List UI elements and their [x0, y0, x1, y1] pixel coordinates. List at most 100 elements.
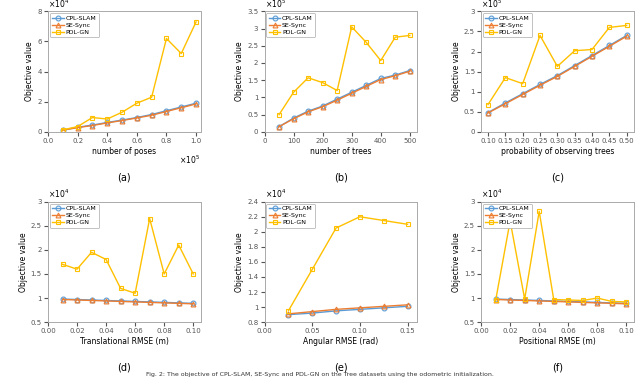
- PDL-GN: [332, 226, 340, 230]
- PDL-GN: [175, 243, 182, 247]
- CPL-SLAM: [406, 68, 413, 73]
- PDL-GN: [88, 250, 95, 255]
- SE-Sync: [506, 298, 514, 302]
- PDL-GN: [519, 81, 527, 86]
- Line: CPL-SLAM: CPL-SLAM: [60, 297, 196, 306]
- SE-Sync: [535, 299, 543, 303]
- CPL-SLAM: [189, 301, 197, 305]
- X-axis label: Positional RMSE (m): Positional RMSE (m): [519, 337, 596, 346]
- PDL-GN: [554, 64, 561, 69]
- CPL-SLAM: [285, 312, 292, 317]
- SE-Sync: [550, 299, 557, 304]
- CPL-SLAM: [535, 298, 543, 303]
- CPL-SLAM: [319, 104, 326, 108]
- CPL-SLAM: [550, 299, 557, 303]
- Text: $\times 10^{4}$: $\times 10^{4}$: [48, 188, 69, 200]
- CPL-SLAM: [392, 73, 399, 77]
- PDL-GN: [506, 219, 514, 223]
- PDL-GN: [192, 20, 200, 24]
- PDL-GN: [102, 257, 110, 262]
- SE-Sync: [332, 307, 340, 312]
- PDL-GN: [163, 36, 170, 41]
- CPL-SLAM: [623, 301, 630, 305]
- Line: PDL-GN: PDL-GN: [60, 19, 198, 132]
- CPL-SLAM: [333, 97, 341, 102]
- CPL-SLAM: [588, 53, 596, 58]
- Y-axis label: Objective value: Objective value: [452, 232, 461, 292]
- CPL-SLAM: [161, 300, 168, 305]
- SE-Sync: [146, 300, 154, 305]
- Title: (f): (f): [552, 362, 563, 372]
- CPL-SLAM: [554, 74, 561, 78]
- Text: $\times 10^{4}$: $\times 10^{4}$: [264, 188, 286, 200]
- Y-axis label: Objective value: Objective value: [19, 232, 28, 292]
- PDL-GN: [377, 58, 385, 63]
- Legend: CPL-SLAM, SE-Sync, PDL-GN: CPL-SLAM, SE-Sync, PDL-GN: [483, 13, 532, 38]
- SE-Sync: [380, 304, 388, 309]
- Y-axis label: Objective value: Objective value: [452, 42, 461, 102]
- Line: CPL-SLAM: CPL-SLAM: [60, 101, 198, 132]
- CPL-SLAM: [131, 299, 139, 304]
- CPL-SLAM: [133, 115, 141, 120]
- SE-Sync: [623, 302, 630, 306]
- Line: SE-Sync: SE-Sync: [276, 69, 412, 129]
- SE-Sync: [519, 92, 527, 97]
- SE-Sync: [74, 125, 81, 130]
- PDL-GN: [579, 298, 587, 303]
- CPL-SLAM: [88, 298, 95, 302]
- PDL-GN: [484, 102, 492, 107]
- PDL-GN: [348, 25, 356, 29]
- SE-Sync: [192, 102, 200, 106]
- SE-Sync: [88, 123, 96, 128]
- CPL-SLAM: [380, 305, 388, 310]
- Text: $\times 10^{5}$: $\times 10^{5}$: [179, 153, 200, 166]
- CPL-SLAM: [59, 128, 67, 132]
- SE-Sync: [377, 77, 385, 82]
- X-axis label: probability of observing trees: probability of observing trees: [500, 147, 614, 156]
- CPL-SLAM: [88, 123, 96, 127]
- Y-axis label: Objective value: Objective value: [236, 42, 244, 102]
- Line: CPL-SLAM: CPL-SLAM: [493, 297, 628, 306]
- SE-Sync: [484, 111, 492, 115]
- PDL-GN: [118, 110, 126, 114]
- PDL-GN: [392, 35, 399, 39]
- PDL-GN: [285, 309, 292, 313]
- SE-Sync: [102, 299, 110, 303]
- CPL-SLAM: [492, 297, 499, 301]
- PDL-GN: [404, 222, 412, 227]
- Text: Fig. 2: The objective of CPL-SLAM, SE-Sync and PDL-GN on the Tree datasets using: Fig. 2: The objective of CPL-SLAM, SE-Sy…: [146, 372, 494, 377]
- Y-axis label: Objective value: Objective value: [236, 232, 244, 292]
- CPL-SLAM: [519, 91, 527, 96]
- SE-Sync: [308, 309, 316, 314]
- CPL-SLAM: [362, 83, 370, 88]
- PDL-GN: [536, 33, 544, 38]
- CPL-SLAM: [404, 304, 412, 309]
- SE-Sync: [88, 298, 95, 303]
- SE-Sync: [148, 113, 156, 117]
- Title: (c): (c): [551, 172, 564, 182]
- SE-Sync: [59, 128, 67, 132]
- X-axis label: number of trees: number of trees: [310, 147, 372, 156]
- CPL-SLAM: [608, 301, 616, 305]
- PDL-GN: [161, 272, 168, 276]
- CPL-SLAM: [59, 297, 67, 301]
- PDL-GN: [133, 101, 141, 105]
- PDL-GN: [492, 298, 499, 303]
- Title: (e): (e): [334, 362, 348, 372]
- SE-Sync: [285, 312, 292, 316]
- Title: (d): (d): [117, 362, 131, 372]
- X-axis label: Translational RMSE (m): Translational RMSE (m): [80, 337, 169, 346]
- CPL-SLAM: [304, 109, 312, 113]
- SE-Sync: [73, 298, 81, 302]
- SE-Sync: [275, 124, 283, 129]
- SE-Sync: [290, 116, 298, 121]
- PDL-GN: [623, 300, 630, 304]
- Text: $\times 10^{4}$: $\times 10^{4}$: [48, 0, 69, 10]
- PDL-GN: [290, 90, 298, 94]
- Line: SE-Sync: SE-Sync: [60, 102, 198, 133]
- PDL-GN: [73, 267, 81, 271]
- CPL-SLAM: [177, 105, 185, 109]
- Text: $\times 10^{4}$: $\times 10^{4}$: [481, 188, 502, 200]
- Legend: CPL-SLAM, SE-Sync, PDL-GN: CPL-SLAM, SE-Sync, PDL-GN: [50, 13, 99, 38]
- PDL-GN: [623, 23, 630, 28]
